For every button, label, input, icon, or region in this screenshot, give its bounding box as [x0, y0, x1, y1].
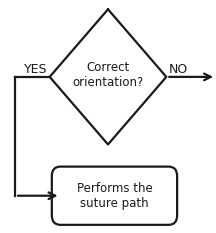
Text: YES: YES [24, 63, 48, 76]
Text: NO: NO [168, 63, 188, 76]
Text: Performs the
suture path: Performs the suture path [77, 182, 152, 210]
FancyBboxPatch shape [52, 167, 177, 225]
Text: Correct
orientation?: Correct orientation? [72, 61, 144, 89]
